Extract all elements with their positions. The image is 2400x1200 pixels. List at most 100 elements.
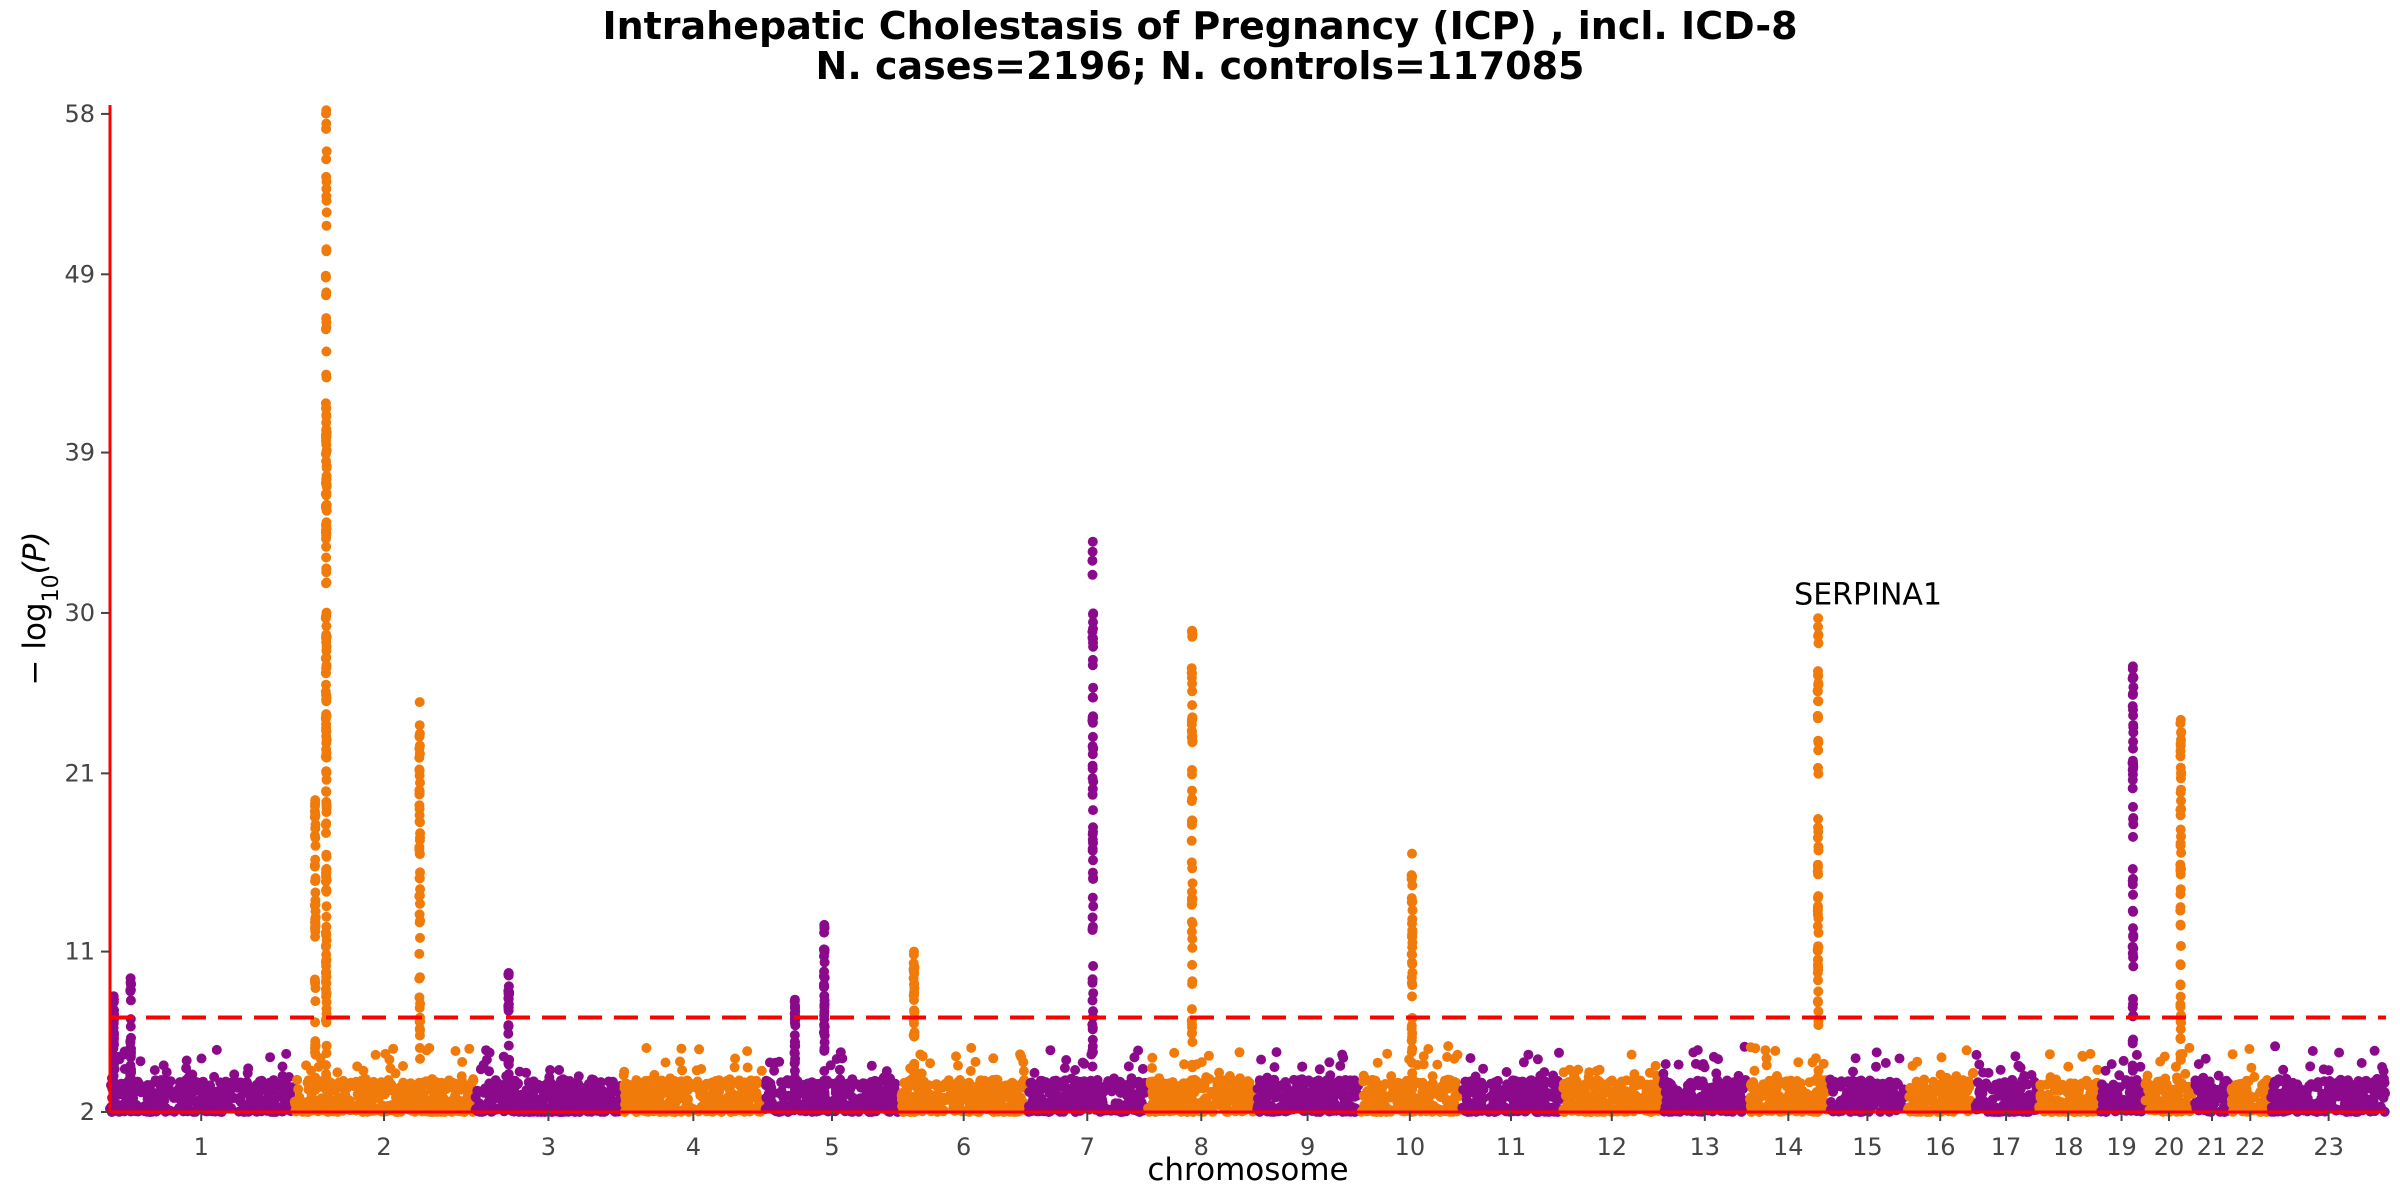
snp-point	[2131, 1049, 2142, 1060]
snp-point	[2100, 1065, 2111, 1076]
snp-point	[756, 1065, 767, 1076]
snp-point	[782, 1101, 793, 1112]
snp-point	[1971, 1049, 1982, 1060]
snp-point	[2350, 1080, 2361, 1090]
snp-point	[1570, 1100, 1581, 1111]
snp-point	[321, 901, 332, 912]
snp-point	[1476, 1079, 1487, 1090]
snp-point	[1835, 1095, 1846, 1106]
snp-point	[763, 1079, 774, 1090]
snp-point	[1951, 1071, 1962, 1082]
snp-point	[314, 1095, 325, 1106]
snp-point	[2231, 1079, 2242, 1090]
snp-point	[321, 803, 332, 813]
snp-point	[1771, 1071, 1782, 1081]
snp-point	[619, 1079, 630, 1090]
snp-point	[321, 183, 332, 194]
snp-point	[964, 1086, 975, 1097]
snp-point	[2312, 1082, 2323, 1093]
snp-point	[1443, 1074, 1454, 1085]
snp-point	[2010, 1051, 2021, 1062]
snp-point	[209, 1071, 220, 1082]
snp-point	[1337, 1049, 1348, 1060]
snp-point	[523, 1077, 534, 1088]
snp-point	[878, 1088, 889, 1099]
snp-point	[321, 1084, 332, 1095]
snp-point	[965, 1066, 976, 1076]
snp-point	[1696, 1060, 1707, 1071]
snp-point	[630, 1101, 641, 1112]
snp-point	[1126, 1093, 1137, 1103]
snp-point	[1566, 1079, 1577, 1090]
snp-point	[1137, 1063, 1148, 1074]
snp-point	[1219, 1078, 1230, 1089]
snp-point	[1843, 1078, 1854, 1089]
snp-point	[533, 1079, 544, 1090]
snp-point	[321, 207, 332, 218]
snp-point	[2270, 1041, 2281, 1052]
snp-point	[1176, 1080, 1187, 1091]
snp-point	[158, 1105, 169, 1116]
snp-point	[1145, 1079, 1156, 1089]
snp-point	[641, 1043, 652, 1053]
snp-point	[729, 1062, 740, 1073]
snp-point	[2378, 1073, 2389, 1084]
snp-point	[501, 1096, 512, 1107]
snp-point	[321, 105, 332, 116]
snp-point	[1214, 1067, 1225, 1078]
snp-point	[1596, 1093, 1606, 1103]
snp-point	[717, 1095, 727, 1106]
snp-point	[534, 1101, 545, 1112]
snp-point	[1495, 1092, 1506, 1103]
snp-point	[1018, 1057, 1029, 1068]
snp-point	[334, 1077, 345, 1088]
snp-point	[321, 851, 332, 862]
snp-point	[243, 1063, 254, 1074]
snp-point	[2278, 1064, 2289, 1075]
snp-point	[2333, 1091, 2344, 1102]
snp-point	[1974, 1059, 1985, 1070]
snp-point	[321, 220, 332, 231]
snp-point	[834, 1064, 845, 1075]
snp-point	[211, 1044, 222, 1055]
snp-point	[970, 1056, 981, 1067]
snp-point	[321, 372, 332, 383]
snp-point	[240, 1079, 251, 1090]
snp-point	[142, 1094, 153, 1105]
snp-point	[167, 1087, 178, 1097]
snp-point	[398, 1061, 408, 1071]
snp-point	[2213, 1070, 2224, 1081]
snp-point	[2118, 1055, 2129, 1066]
snp-point	[321, 787, 332, 797]
snp-point	[1036, 1093, 1047, 1104]
snp-point	[1324, 1057, 1335, 1068]
snp-point	[618, 1070, 629, 1081]
snp-point	[320, 272, 331, 283]
snp-point	[2077, 1050, 2088, 1061]
snp-point	[745, 1075, 756, 1086]
snp-point	[250, 1086, 261, 1097]
snp-point	[1750, 1043, 1761, 1054]
snp-point	[1002, 1080, 1013, 1091]
snp-point	[418, 1097, 429, 1108]
snp-point	[1629, 1100, 1640, 1111]
snp-point	[2019, 1071, 2030, 1082]
snp-point	[321, 195, 332, 206]
snp-point	[699, 1082, 710, 1092]
snp-point	[1256, 1054, 1267, 1065]
snp-point	[1432, 1059, 1443, 1070]
snp-point	[696, 1064, 707, 1074]
snp-point	[1029, 1067, 1040, 1078]
snp-point	[181, 1055, 192, 1066]
snp-point	[1372, 1057, 1383, 1068]
snp-point	[433, 1077, 444, 1088]
snp-point	[1167, 1083, 1178, 1094]
snp-point	[2044, 1049, 2055, 1060]
snp-point	[1109, 1073, 1119, 1084]
snp-point	[1304, 1076, 1315, 1087]
snp-point	[229, 1069, 240, 1080]
snp-point	[1271, 1047, 1282, 1058]
snp-point	[655, 1101, 666, 1112]
snp-point	[1370, 1075, 1381, 1086]
snp-point	[742, 1046, 753, 1057]
